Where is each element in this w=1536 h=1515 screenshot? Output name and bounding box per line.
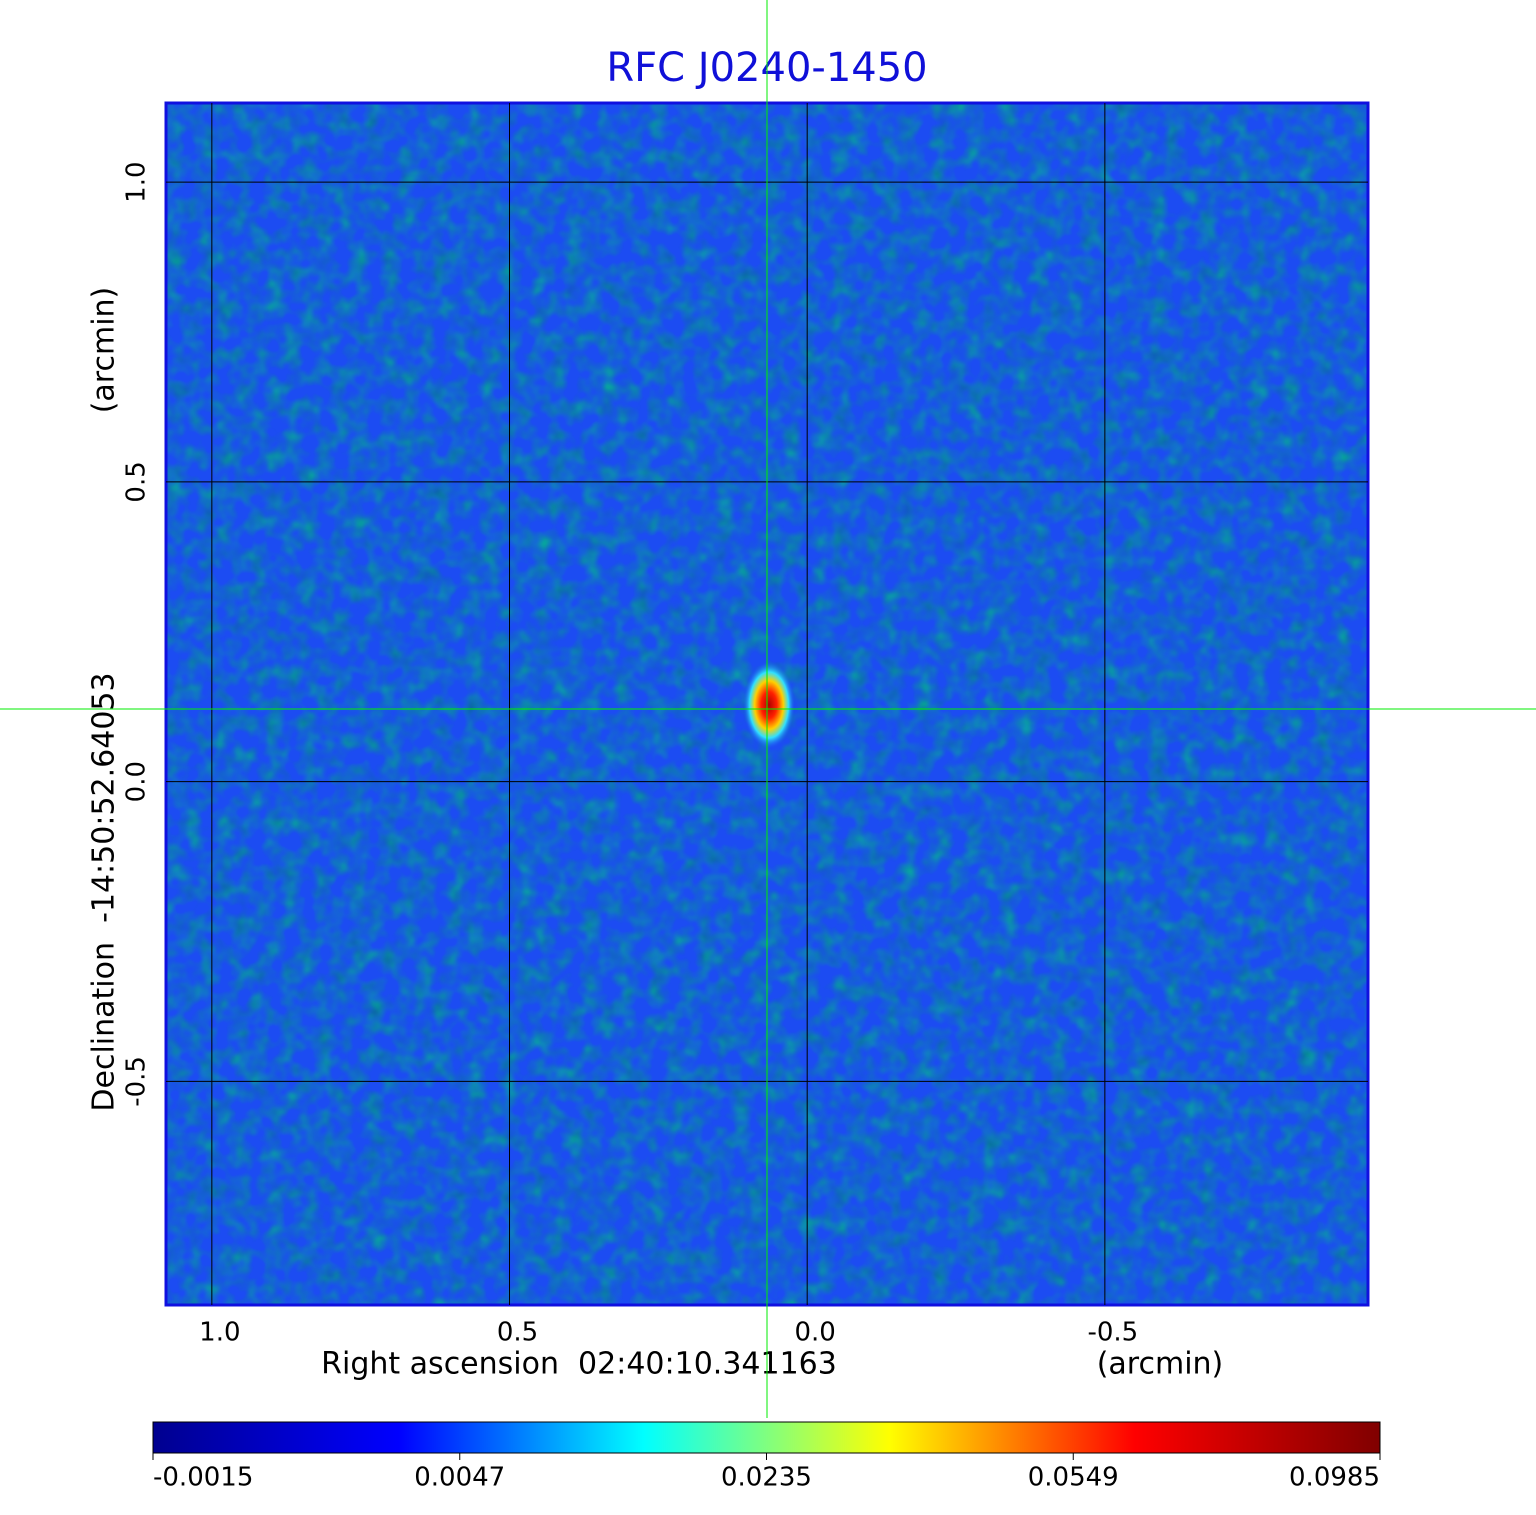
- y-tick-label: -0.5: [122, 1056, 152, 1107]
- y-tick-label: 0.5: [122, 461, 152, 502]
- y-axis-label: Declination -14:50:52.64053: [87, 672, 122, 1111]
- colorbar-tick-label: 0.0235: [721, 1463, 812, 1493]
- x-tick-label: 0.5: [497, 1318, 538, 1348]
- x-tick-label: 1.0: [199, 1318, 240, 1348]
- x-tick-label: 0.0: [795, 1318, 836, 1348]
- y-tick-label: 1.0: [122, 161, 152, 202]
- x-axis-label: Right ascension 02:40:10.341163: [321, 1347, 837, 1382]
- y-axis-unit: (arcmin): [87, 287, 122, 414]
- colorbar-tick-label: 0.0985: [1289, 1463, 1380, 1493]
- x-tick-label: -0.5: [1087, 1318, 1138, 1348]
- x-axis-unit: (arcmin): [1097, 1347, 1224, 1382]
- colorbar-tick-label: -0.0015: [153, 1463, 253, 1493]
- source-blob: [743, 661, 795, 749]
- y-tick-label: 0.0: [122, 761, 152, 802]
- colorbar: [152, 1421, 1381, 1454]
- colorbar-tick-label: 0.0549: [1028, 1463, 1119, 1493]
- colorbar-tick-label: 0.0047: [414, 1463, 505, 1493]
